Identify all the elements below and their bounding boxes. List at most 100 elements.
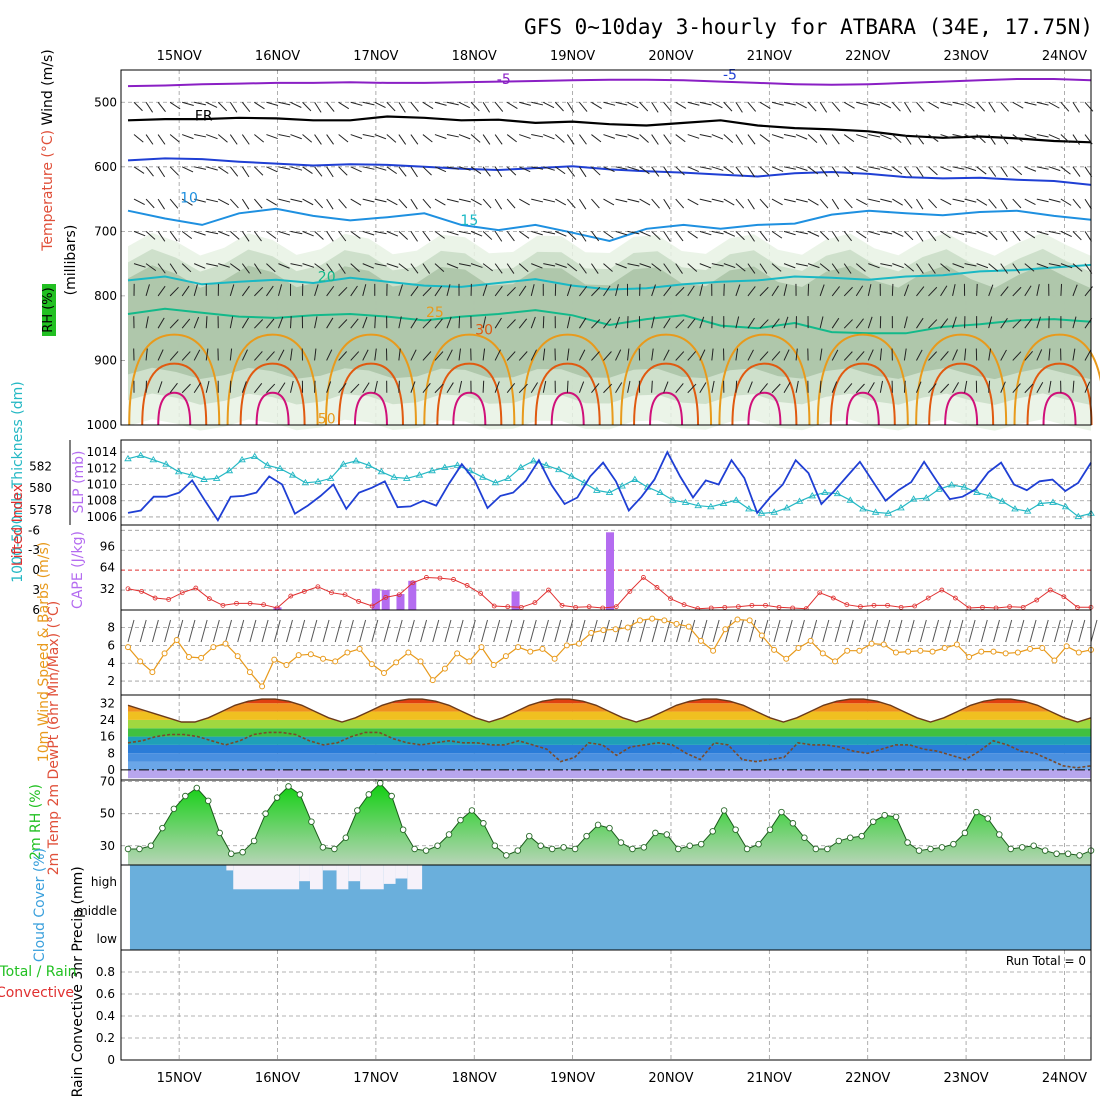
wind-barb — [362, 263, 375, 269]
wind-barb — [386, 134, 397, 143]
wind-barb — [964, 348, 967, 361]
wind-barb — [783, 166, 796, 170]
date-label-bottom: 18NOV — [452, 1071, 497, 1086]
wind-barb — [254, 101, 265, 110]
wind-barb — [639, 166, 650, 175]
wind-barb — [278, 230, 291, 236]
thickness-marker — [200, 475, 208, 482]
wind-barb — [940, 101, 953, 106]
surface-wind-barb — [627, 619, 635, 643]
wind-barb — [831, 317, 840, 329]
rh-marker — [847, 834, 854, 841]
wind-barb — [482, 166, 491, 177]
wind-barb — [217, 134, 228, 143]
warm-cell-contour — [829, 362, 896, 426]
wind-barb — [759, 286, 769, 297]
thickness-marker — [656, 488, 664, 496]
wind-barb — [422, 198, 432, 209]
wind-barb — [530, 349, 537, 361]
rh-tick: 50 — [100, 807, 115, 821]
wind-barb — [735, 198, 745, 209]
wind-barb — [374, 380, 378, 393]
wind-barb — [663, 349, 670, 361]
rh-marker — [480, 820, 487, 827]
wind-speed-marker — [125, 644, 131, 651]
surface-wind-barb — [334, 619, 342, 643]
wind-barb — [1036, 382, 1044, 393]
lifted-index-marker — [1047, 587, 1053, 593]
wind-barb — [518, 285, 527, 297]
rh-marker — [1018, 844, 1026, 851]
cloud-panel: high middle low Cloud Cover (%) — [32, 848, 1092, 962]
surface-wind-barb — [541, 619, 549, 643]
wind-barb — [928, 134, 939, 142]
wind-barb — [494, 166, 503, 178]
wind-barb — [482, 263, 493, 272]
wind-barb — [278, 382, 286, 393]
wind-barb — [145, 284, 150, 297]
wind-speed-marker — [295, 652, 302, 659]
wind-barb — [867, 349, 874, 361]
thickness-marker — [821, 488, 829, 496]
wind-barb — [506, 286, 516, 297]
wind-barb — [831, 166, 840, 178]
wind-barb — [458, 166, 471, 171]
wind-speed-marker — [1075, 649, 1082, 656]
wind-barb — [651, 284, 656, 297]
wind-barb — [398, 166, 407, 177]
wind-barb — [314, 263, 325, 272]
wind-barb — [458, 101, 470, 109]
cloud-high-block — [360, 865, 384, 890]
wind-barb — [338, 134, 349, 143]
wind-barb — [229, 316, 234, 329]
wind-barb — [771, 285, 779, 297]
wind-barb — [229, 166, 239, 177]
thickness-marker — [542, 461, 550, 468]
wind-speed-marker — [576, 640, 583, 647]
wind-speed-marker — [880, 641, 887, 648]
wind-barb — [627, 101, 639, 109]
wind-barb — [350, 263, 360, 273]
surface-wind-barb — [980, 619, 988, 643]
wind-barb — [410, 317, 418, 329]
wind-barb — [952, 263, 965, 269]
temp-tick: 32 — [100, 696, 115, 710]
lifted-tick: -6 — [28, 523, 40, 537]
wind-barb — [1048, 380, 1052, 393]
wind-barb — [241, 166, 250, 178]
wind-barb — [278, 198, 291, 203]
wind-barb — [940, 263, 951, 272]
warm-cell-contour — [353, 391, 388, 426]
cape-lifted-panel: -6 -3 0 3 6 32 64 96 Lifted Index CAPE (J/kg) — [10, 484, 1094, 617]
wind-barb — [928, 263, 936, 274]
wind-barb — [699, 198, 712, 203]
wind-barb — [434, 134, 447, 139]
dewpoint-line — [127, 731, 1092, 769]
wind-barb — [386, 101, 396, 112]
rh-marker — [526, 832, 533, 840]
wind-barb — [807, 166, 819, 175]
wind-barb — [290, 380, 294, 393]
wind-barb — [145, 230, 156, 240]
wind-barb — [566, 102, 575, 113]
wind-speed-marker — [661, 617, 668, 624]
rh-marker — [296, 791, 304, 798]
wind-speed-marker — [149, 669, 156, 676]
rh-axis-label: RH (%) — [41, 287, 56, 332]
wind-barb — [194, 230, 206, 236]
wind-barb — [892, 166, 903, 175]
thickness-marker — [998, 497, 1007, 504]
wind-barb — [350, 230, 361, 239]
wind-speed-marker — [551, 655, 558, 662]
wind-barb — [506, 231, 515, 242]
cloud-high-block — [322, 865, 337, 871]
wind-barb — [314, 316, 318, 329]
wind-barb — [302, 230, 314, 237]
wind-barb — [229, 102, 238, 113]
wind-barb — [531, 166, 544, 170]
wind-barb — [759, 198, 769, 209]
wind-barb — [1024, 351, 1033, 361]
thickness-marker — [909, 495, 918, 502]
wind-barb — [855, 285, 864, 297]
temp-band — [128, 711, 1091, 720]
